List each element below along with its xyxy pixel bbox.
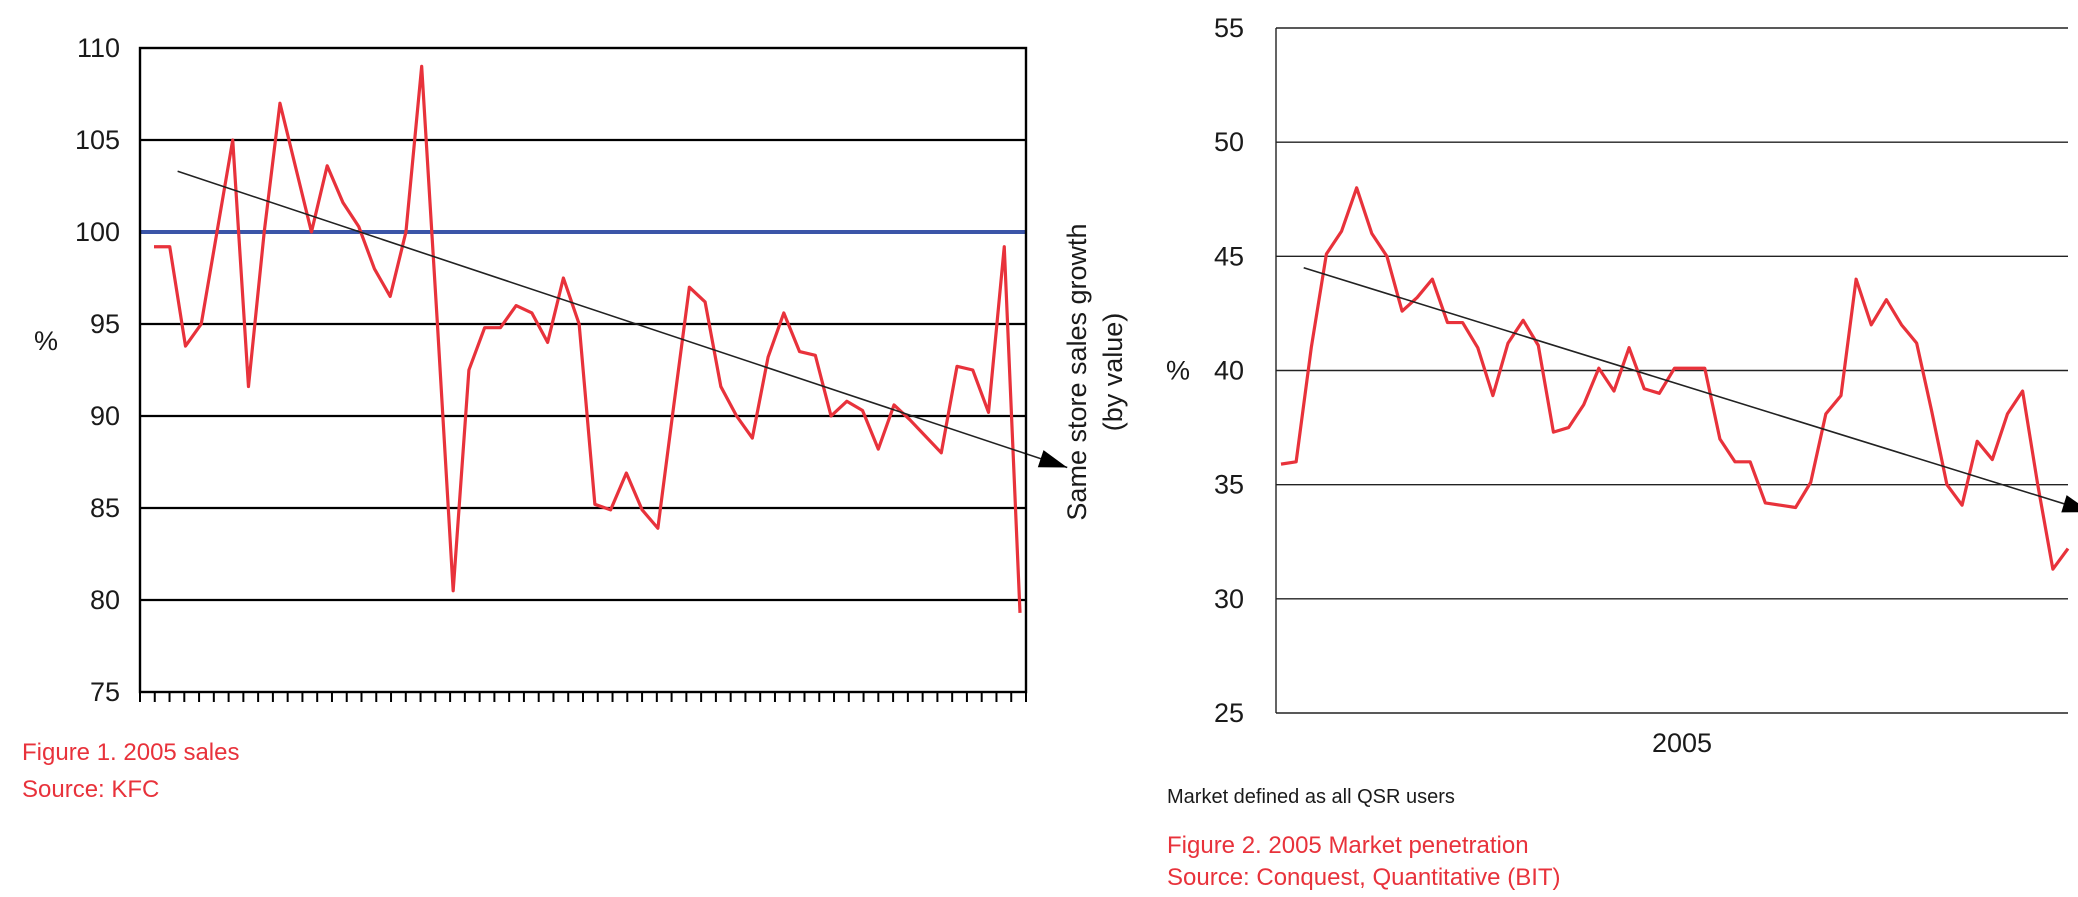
chart-2-trend-arrowhead — [2061, 495, 2078, 513]
chart-1-trend-arrow — [177, 170, 1068, 469]
chart-1-series-line — [154, 64, 1022, 613]
chart-2-y-tick-45: 45 — [1214, 241, 1244, 271]
chart-1-y-tick-90: 90 — [90, 401, 120, 431]
chart-2-y-axis-label: % — [1166, 356, 1190, 386]
chart-1-plot-frame — [138, 46, 1028, 694]
chart-2: 25 30 35 40 45 50 55 % 2005 Market defined as … — [1166, 13, 2078, 891]
figure-2-caption: Figure 2. 2005 Market penetration — [1167, 832, 1529, 859]
chart-2-y-tick-30: 30 — [1214, 584, 1244, 614]
chart-1-y-tick-75: 75 — [90, 677, 120, 707]
chart-1-right-label-line-2: (by value) — [1098, 313, 1128, 432]
chart-1-y-tick-110: 110 — [77, 33, 120, 63]
chart-2-trend-line — [1303, 266, 2078, 509]
chart-1-y-tick-105: 105 — [75, 125, 120, 155]
chart-2-series-line — [1280, 186, 2070, 571]
chart-1: 75 80 85 90 95 100 105 110 % Same store sales g… — [22, 33, 1128, 803]
figure-1-caption: Figure 1. 2005 sales — [22, 739, 239, 766]
chart-1-trend-line — [177, 170, 1068, 469]
chart-2-y-tick-55: 55 — [1214, 13, 1244, 43]
chart-2-y-tick-25: 25 — [1214, 698, 1244, 728]
chart-1-y-axis-label: % — [34, 326, 58, 356]
chart-2-y-tick-50: 50 — [1214, 127, 1244, 157]
chart-2-y-tick-35: 35 — [1214, 470, 1244, 500]
chart-1-trend-arrowhead — [1037, 450, 1068, 468]
chart-1-y-tick-85: 85 — [90, 493, 120, 523]
chart-2-y-tick-labels: 25 30 35 40 45 50 55 — [1214, 13, 1244, 728]
chart-2-trend-arrow — [1303, 266, 2078, 513]
chart-2-y-tick-40: 40 — [1214, 356, 1244, 386]
figure-1-source: Source: KFC — [22, 776, 159, 803]
chart-1-y-tick-labels: 75 80 85 90 95 100 105 110 — [75, 33, 120, 707]
chart-2-x-axis-label: 2005 — [1652, 728, 1712, 758]
figure-2-source: Source: Conquest, Quantitative (BIT) — [1167, 864, 1561, 891]
chart-1-y-tick-80: 80 — [90, 585, 120, 615]
chart-1-x-ticks — [139, 692, 1027, 702]
chart-1-right-label-line-1: Same store sales growth — [1062, 223, 1092, 520]
chart-2-note: Market defined as all QSR users — [1167, 786, 1455, 808]
chart-1-y-tick-100: 100 — [75, 217, 120, 247]
chart-1-y-tick-95: 95 — [90, 309, 120, 339]
